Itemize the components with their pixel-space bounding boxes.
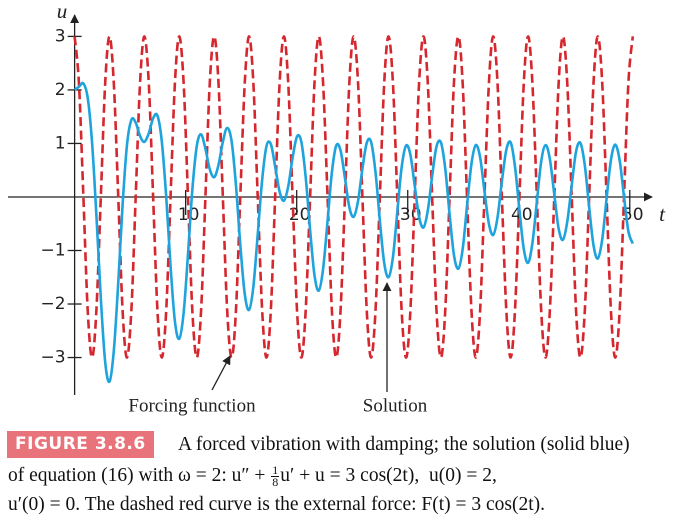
y-tick-label: 3	[55, 26, 66, 46]
fraction-numerator: 1	[271, 463, 280, 478]
caption-line: of equation (16) with ω = 2: u″ + 1 8 u′ +…	[8, 464, 497, 488]
x-axis-label: t	[659, 202, 666, 226]
caption-text: of equation (16) with ω = 2: u″ +	[8, 465, 271, 486]
solid-line	[73, 81, 635, 384]
annotation: Solution	[363, 395, 428, 416]
caption: FIGURE 3.8.6 A forced vibration with dam…	[0, 430, 689, 531]
caption-line: u′(0) = 0. The dashed red curve is the e…	[8, 494, 546, 515]
x-tick-label: 40	[511, 205, 533, 225]
y-tick-label: 2	[55, 80, 66, 100]
caption-line: A forced vibration with damping; the sol…	[178, 434, 630, 455]
annotation-arrow	[211, 355, 231, 391]
y-axis-label: u	[57, 0, 68, 23]
x-tick-label: 30	[400, 205, 422, 225]
plot-area	[73, 35, 635, 384]
fraction-denominator: 8	[272, 475, 279, 490]
figure-label: FIGURE 3.8.6	[7, 431, 154, 458]
annotation: Forcing function	[128, 395, 256, 416]
y-tick-label: −1	[41, 240, 66, 260]
y-tick-label: 1	[55, 133, 66, 153]
dashed-line	[73, 35, 635, 359]
caption-text: u′ + u = 3 cos(2t), u(0) = 2,	[280, 465, 497, 486]
y-tick-label: −3	[41, 348, 66, 368]
y-tick-label: −2	[41, 294, 66, 314]
